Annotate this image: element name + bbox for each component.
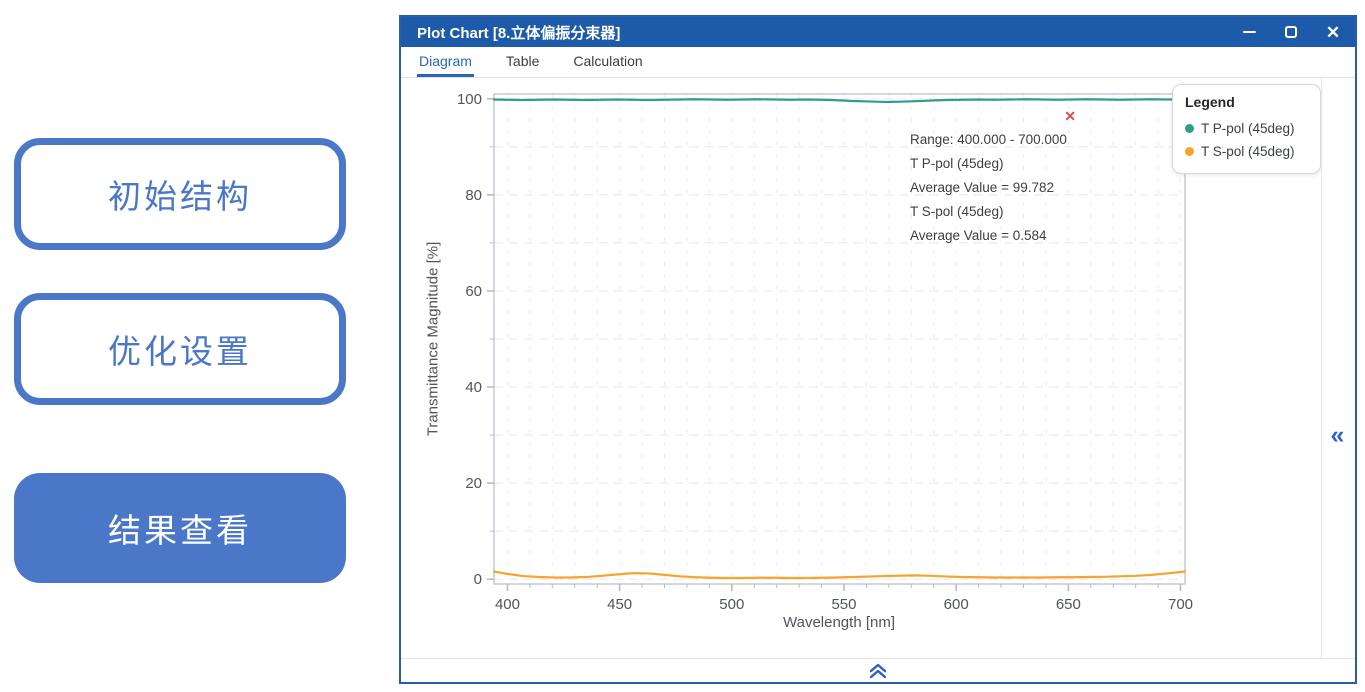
legend-dot-p-pol-icon [1185,124,1194,133]
x-tick-label: 650 [1056,596,1081,613]
annotation-series1-average: Average Value = 99.782 [910,180,1054,195]
x-tick-label: 700 [1168,596,1193,613]
legend-item-p-pol[interactable]: T P-pol (45deg) [1185,117,1308,140]
legend-item-s-pol[interactable]: T S-pol (45deg) [1185,140,1308,163]
legend: Legend T P-pol (45deg) T S-pol (45deg) [1172,84,1321,174]
series-line-t-s-pol-45deg- [492,570,1187,580]
x-axis-title: Wavelength [nm] [783,614,895,631]
annotation-series2-average: Average Value = 0.584 [910,228,1047,243]
chart-content: Transmittance Magnitude [%] 400 450 500 550… [401,78,1355,658]
y-tick-label: 0 [474,571,482,588]
titlebar[interactable]: Plot Chart [8.立体偏振分束器] ✕ [401,17,1355,47]
minimize-icon[interactable] [1241,24,1257,40]
close-icon[interactable]: ✕ [1325,22,1341,42]
window-footer [401,658,1355,682]
y-tick-label: 40 [465,379,482,396]
x-tick-label: 500 [719,596,744,613]
annotation-series2-name: T S-pol (45deg) [910,204,1004,219]
legend-label: T S-pol (45deg) [1201,144,1295,159]
x-tick-label: 400 [495,596,520,613]
series-line-t-p-pol-45deg- [492,98,1187,104]
chart-annotation: ✕ Range: 400.000 - 700.000 T P-pol (45de… [910,108,1102,248]
plot-chart-window: Plot Chart [8.立体偏振分束器] ✕ Diagram Table C… [399,15,1357,684]
y-tick-label: 100 [457,91,482,108]
optimization-settings-button[interactable]: 优化设置 [14,293,346,405]
window-title: Plot Chart [8.立体偏振分束器] [417,24,621,42]
annotation-range: Range: 400.000 - 700.000 [910,132,1067,147]
tab-calculation[interactable]: Calculation [573,52,643,69]
annotation-series1-name: T P-pol (45deg) [910,156,1004,171]
expand-panel-chevron-icon[interactable]: « [1330,421,1345,449]
window-controls: ✕ [1241,22,1341,42]
y-tick-label: 60 [465,283,482,300]
y-tick-label: 20 [465,475,482,492]
results-view-button[interactable]: 结果查看 [14,473,346,583]
x-tick-label: 550 [831,596,856,613]
y-tick-label: 80 [465,187,482,204]
expand-up-chevron-icon[interactable] [869,663,887,679]
annotation-close-icon[interactable]: ✕ [1064,108,1076,124]
tab-diagram[interactable]: Diagram [417,47,474,77]
tab-table[interactable]: Table [505,52,540,69]
initial-structure-button[interactable]: 初始结构 [14,138,346,250]
legend-label: T P-pol (45deg) [1201,121,1295,136]
plot-area: 400 450 500 550 600 650 700 0 20 40 60 80 100 [457,91,1193,613]
tab-bar: Diagram Table Calculation [401,47,1355,78]
maximize-icon[interactable] [1283,24,1299,40]
legend-title: Legend [1185,94,1235,110]
x-tick-label: 600 [944,596,969,613]
side-panel-separator [1321,78,1322,658]
x-tick-label: 450 [607,596,632,613]
legend-dot-s-pol-icon [1185,147,1194,156]
